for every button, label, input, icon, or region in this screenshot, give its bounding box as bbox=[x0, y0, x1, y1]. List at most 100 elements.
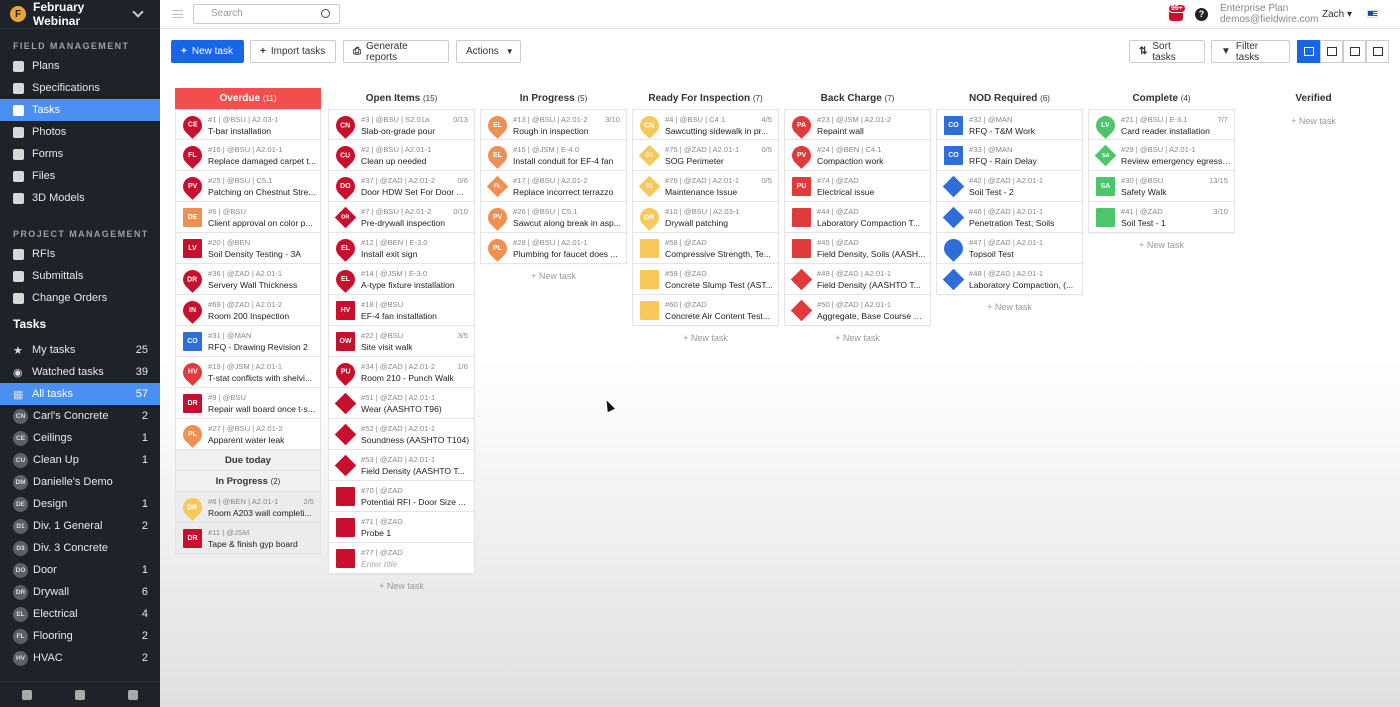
users-icon[interactable] bbox=[21, 689, 32, 700]
search-icon[interactable] bbox=[321, 9, 330, 18]
task-card[interactable]: #53 | @ZAD | A2.01-1 Field Density (AASHT… bbox=[328, 450, 475, 481]
task-card[interactable]: #71 | @ZAD Probe 1 bbox=[328, 512, 475, 543]
task-card[interactable]: #50 | @ZAD | A2.01-1 Aggregate, Base Cour… bbox=[784, 295, 931, 326]
import-tasks-button[interactable]: + Import tasks bbox=[250, 40, 336, 63]
task-filter-door[interactable]: DO Door 1 bbox=[0, 559, 160, 581]
task-filter-all-tasks[interactable]: ▦ All tasks 57 bbox=[0, 383, 160, 405]
board-view-button[interactable] bbox=[1297, 40, 1320, 63]
new-task-link[interactable]: + New task bbox=[683, 333, 728, 343]
task-card[interactable]: FL #16 | @BSU | A2.01-1 Replace damaged ca… bbox=[175, 140, 321, 171]
gantt-view-button[interactable] bbox=[1343, 40, 1366, 63]
sidebar-item-change-orders[interactable]: Change Orders bbox=[0, 287, 160, 309]
sort-tasks-button[interactable]: ⇅ Sort tasks bbox=[1129, 40, 1205, 63]
task-card[interactable]: EL #13 | @BSU | A2.01-2 3/10 Rough in inspe… bbox=[480, 109, 627, 140]
task-filter-my-tasks[interactable]: ★ My tasks 25 bbox=[0, 339, 160, 361]
sidebar-item-submittals[interactable]: Submittals bbox=[0, 265, 160, 287]
task-filter-clean-up[interactable]: CU Clean Up 1 bbox=[0, 449, 160, 471]
actions-dropdown[interactable]: Actions ▼ bbox=[456, 40, 521, 63]
column-header[interactable]: Ready For Inspection (7) bbox=[632, 88, 779, 109]
task-filter-div-3-concrete[interactable]: D3 Div. 3 Concrete bbox=[0, 537, 160, 559]
new-task-link[interactable]: + New task bbox=[1291, 116, 1336, 126]
task-card[interactable]: DR #11 | @JSM Tape & finish gyp board bbox=[175, 523, 321, 554]
task-card[interactable]: #45 | @ZAD Field Density, Soils (AASH... bbox=[784, 233, 931, 264]
task-card[interactable]: LV #21 | @BSU | E-3.1 7/7 Card reader insta… bbox=[1088, 109, 1235, 140]
task-filter-ceilings[interactable]: CE Ceilings 1 bbox=[0, 427, 160, 449]
task-filter-flooring[interactable]: FL Flooring 2 bbox=[0, 625, 160, 647]
sidebar-item-3d-models[interactable]: 3D Models bbox=[0, 187, 160, 209]
generate-reports-button[interactable]: ⎙ Generate reports bbox=[343, 40, 449, 63]
task-card[interactable]: EL #14 | @JSM | E-3.0 A-type fixture insta… bbox=[328, 264, 475, 295]
column-header[interactable]: In Progress (5) bbox=[480, 88, 627, 109]
task-card[interactable]: #51 | @ZAD | A2.01-1 Wear (AASHTO T96) bbox=[328, 388, 475, 419]
task-card[interactable]: PA #23 | @JSM | A2.01-2 Repaint wall bbox=[784, 109, 931, 140]
task-card[interactable]: DR #36 | @ZAD | A2.01-1 Servery Wall Thick… bbox=[175, 264, 321, 295]
task-card[interactable]: EL #12 | @BEN | E-3.0 Install exit sign bbox=[328, 233, 475, 264]
task-card[interactable]: CU #2 | @BSU | A2.01-1 Clean up needed bbox=[328, 140, 475, 171]
column-header[interactable]: Verified bbox=[1240, 88, 1387, 109]
group-header[interactable]: Due today bbox=[175, 450, 321, 471]
task-card[interactable]: FL #17 | @BSU | A2.01-2 Replace incorrect … bbox=[480, 171, 627, 202]
task-card[interactable]: CN #4 | @BSU | C4.1 4/5 Sawcutting sidewalk… bbox=[632, 109, 779, 140]
task-card[interactable]: IN #69 | @ZAD | A2.01-2 Room 200 Inspectio… bbox=[175, 295, 321, 326]
task-card[interactable]: DR #9 | @BSU Repair wall board once t-s... bbox=[175, 388, 321, 419]
task-card[interactable]: PV #25 | @BSU | C5.1 Patching on Chestnut … bbox=[175, 171, 321, 202]
column-header[interactable]: Complete (4) bbox=[1088, 88, 1235, 109]
task-card[interactable]: #58 | @ZAD Compressive Strength, Te... bbox=[632, 233, 779, 264]
task-card[interactable]: DR #8 | @BEN | A2.01-1 2/5 Room A203 wall c… bbox=[175, 492, 321, 523]
task-card[interactable]: SA #30 | @BSU 13/15 Safety Walk bbox=[1088, 171, 1235, 202]
sidebar-item-photos[interactable]: Photos bbox=[0, 121, 160, 143]
task-card[interactable]: #44 | @ZAD Laboratory Compaction T... bbox=[784, 202, 931, 233]
task-card[interactable]: #48 | @ZAD | A2.01-1 Laboratory Compactio… bbox=[936, 264, 1083, 295]
task-card[interactable]: SA #29 | @BSU | A2.01-1 Review emergency e… bbox=[1088, 140, 1235, 171]
task-filter-design[interactable]: DE Design 1 bbox=[0, 493, 160, 515]
task-card[interactable]: #59 | @ZAD Concrete Slump Test (AST... bbox=[632, 264, 779, 295]
task-card[interactable]: #60 | @ZAD Concrete Air Content Test... bbox=[632, 295, 779, 326]
task-card[interactable]: #77 | @ZAD Enter title bbox=[328, 543, 475, 574]
task-card[interactable]: HV #18 | @BSU EF-4 fan installation bbox=[328, 295, 475, 326]
task-card[interactable]: EL #15 | @JSM | E-4.0 Install conduit for … bbox=[480, 140, 627, 171]
group-header[interactable]: In Progress (2) bbox=[175, 471, 321, 492]
column-header[interactable]: Open Items (15) bbox=[328, 88, 475, 109]
task-card[interactable]: #70 | @ZAD Potential RFI - Door Size ... bbox=[328, 481, 475, 512]
task-title-input[interactable]: Enter title bbox=[361, 559, 398, 569]
task-card[interactable]: #41 | @ZAD 3/10 Soil Test - 1 bbox=[1088, 202, 1235, 233]
task-card[interactable]: CN #3 | @BSU | S2.01a 0/13 Slab-on-grade po… bbox=[328, 109, 475, 140]
sidebar-item-specifications[interactable]: Specifications bbox=[0, 77, 160, 99]
filter-tasks-button[interactable]: ▼ Filter tasks bbox=[1211, 40, 1290, 63]
sidebar-item-rfis[interactable]: RFIs bbox=[0, 243, 160, 265]
task-card[interactable]: OW #22 | @BSU 3/5 Site visit walk bbox=[328, 326, 475, 357]
new-task-link[interactable]: + New task bbox=[1139, 240, 1184, 250]
menu-icon[interactable] bbox=[172, 10, 183, 18]
task-card[interactable]: DR #10 | @BSU | A2.03-1 Drywall patching bbox=[632, 202, 779, 233]
column-header[interactable]: Overdue (11) bbox=[175, 88, 321, 109]
task-card[interactable]: DR #7 | @BSU | A2.01-2 0/10 Pre-drywall ins… bbox=[328, 202, 475, 233]
chevron-down-icon[interactable] bbox=[132, 6, 144, 18]
task-card[interactable]: #47 | @ZAD | A2.01-1 Topsoil Test bbox=[936, 233, 1083, 264]
task-card[interactable]: CO #31 | @MAN RFQ - Drawing Revision 2 bbox=[175, 326, 321, 357]
task-card[interactable]: #52 | @ZAD | A2.01-1 Soundness (AASHTO T1… bbox=[328, 419, 475, 450]
task-card[interactable]: #42 | @ZAD | A2.01-1 Soil Test - 2 bbox=[936, 171, 1083, 202]
search-input[interactable]: Search bbox=[193, 4, 340, 24]
task-card[interactable]: PV #24 | @BEN | C4.1 Compaction work bbox=[784, 140, 931, 171]
task-card[interactable]: DO #37 | @ZAD | A2.01-2 0/6 Door HDW Set Fo… bbox=[328, 171, 475, 202]
help-icon[interactable]: ? bbox=[1195, 8, 1208, 21]
task-card[interactable]: PV #26 | @BSU | C5.1 Sawcut along break in… bbox=[480, 202, 627, 233]
task-card[interactable]: HV #19 | @JSM | A2.01-1 T-stat conflicts w… bbox=[175, 357, 321, 388]
new-task-link[interactable]: + New task bbox=[987, 302, 1032, 312]
sidebar-item-forms[interactable]: Forms bbox=[0, 143, 160, 165]
task-card[interactable]: D1 #75 | @ZAD | A2.01-1 0/5 SOG Perimeter bbox=[632, 140, 779, 171]
task-card[interactable]: PL #27 | @BSU | A2.01-2 Apparent water lea… bbox=[175, 419, 321, 450]
task-card[interactable]: PU #74 | @ZAD Electrical issue bbox=[784, 171, 931, 202]
us-flag-icon[interactable] bbox=[1367, 10, 1378, 18]
trash-icon[interactable] bbox=[128, 689, 139, 700]
new-task-link[interactable]: + New task bbox=[835, 333, 880, 343]
column-header[interactable]: Back Charge (7) bbox=[784, 88, 931, 109]
task-card[interactable]: CO #33 | @MAN RFQ - Rain Delay bbox=[936, 140, 1083, 171]
calendar-view-button[interactable] bbox=[1320, 40, 1343, 63]
task-card[interactable]: PU #34 | @ZAD | A2.01-2 1/6 Room 210 - Punc… bbox=[328, 357, 475, 388]
new-task-button[interactable]: + New task bbox=[171, 40, 244, 63]
task-card[interactable]: DE #6 | @BSU Client approval on color p... bbox=[175, 202, 321, 233]
task-card[interactable]: CE #1 | @BSU | A2.03-1 T-bar installation bbox=[175, 109, 321, 140]
task-card[interactable]: D1 #76 | @ZAD | A2.01-1 0/5 Maintenance Iss… bbox=[632, 171, 779, 202]
task-card[interactable]: CO #32 | @MAN RFQ - T&M Work bbox=[936, 109, 1083, 140]
